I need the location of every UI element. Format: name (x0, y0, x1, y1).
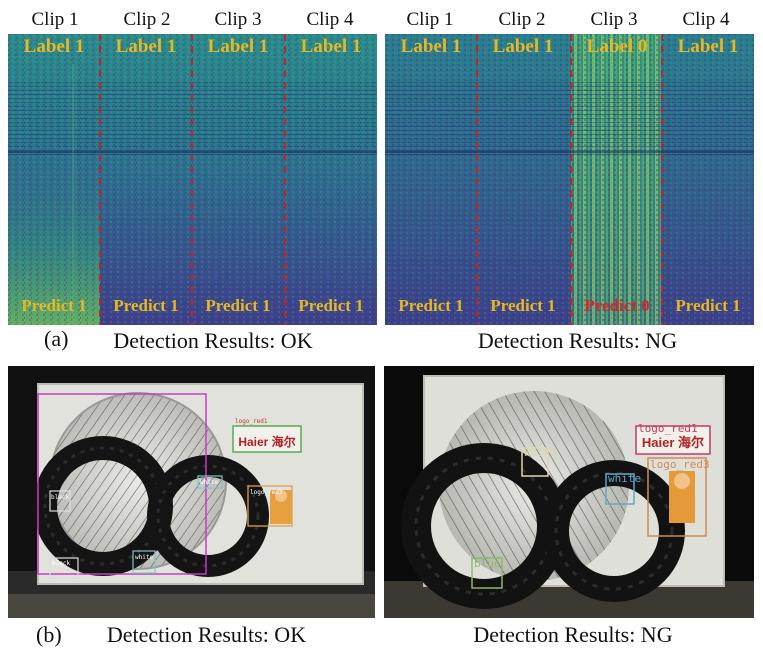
photo-ng: Haier 海尔 logo_red1 logo_red3 white white… (384, 366, 754, 618)
clip-header-right-3: Clip 3 (590, 9, 638, 30)
spectrogram-ok-canvas (8, 34, 377, 325)
clip-header-right-4: Clip 4 (682, 9, 730, 30)
bbox-ng-white2-label: white (608, 472, 641, 485)
bbox-ok-logo-red1 (232, 425, 302, 453)
clip-header-right-1: Clip 1 (406, 9, 454, 30)
spectrogram-ok: Label 1 Label 1 Label 1 Label 1 Predict … (8, 34, 377, 325)
bbox-ng-logo-red3-label: logo_red3 (650, 458, 710, 471)
panel-b-caption-ng: Detection Results: NG (473, 622, 673, 647)
label-ok-clip2: Label 1 (115, 36, 177, 57)
predict-ng-clip1: Predict 1 (398, 296, 464, 315)
predict-ng-clip4: Predict 1 (675, 296, 741, 315)
bbox-ng-white1 (521, 447, 549, 477)
predict-ok-clip3: Predict 1 (205, 296, 271, 315)
bbox-ok-black2 (49, 557, 79, 579)
label-ng-clip3: Label 0 (586, 36, 648, 57)
brand-logo-ng: Haier 海尔 (642, 435, 704, 450)
label-ng-clip1: Label 1 (400, 36, 462, 57)
bbox-ng-white1-label: white (524, 446, 557, 459)
predict-ng-clip2: Predict 1 (490, 296, 556, 315)
bbox-ok-logo-red3 (247, 485, 293, 527)
photo-ok: Haier 海尔 logo_red1 logo_red3 black black… (8, 366, 375, 618)
clip-header-right-2: Clip 2 (498, 9, 546, 30)
bbox-ok-logo-red1-label: logo_red1 (235, 418, 268, 425)
bbox-ng-logo-red1-label: logo_red1 (638, 422, 698, 435)
brand-logo-ok: Haier 海尔 (238, 434, 295, 449)
panel-b-caption-ok: Detection Results: OK (106, 622, 307, 647)
panel-a-caption-ok: Detection Results: OK (113, 328, 313, 353)
predict-ok-clip2: Predict 1 (113, 296, 179, 315)
bbox-ok-black1-label: black (51, 494, 69, 501)
clip-header-left-4: Clip 4 (306, 9, 354, 30)
bbox-ok-logo-red3-label: logo_red3 (250, 489, 283, 496)
bbox-ng-white2 (605, 473, 635, 505)
label-ok-clip3: Label 1 (207, 36, 269, 57)
clip-header-left-3: Clip 3 (214, 9, 262, 30)
label-ok-clip1: Label 1 (23, 36, 85, 57)
clip-header-left-1: Clip 1 (31, 9, 79, 30)
predict-ok-clip1: Predict 1 (21, 296, 87, 315)
label-ng-clip2: Label 1 (492, 36, 554, 57)
label-ng-clip4: Label 1 (677, 36, 739, 57)
bbox-ok-black1 (49, 490, 71, 512)
panel-a-letter: (a) (44, 326, 69, 351)
bbox-ok-white1-label: white (200, 479, 218, 486)
bbox-ok-black2-label: black (52, 560, 70, 567)
spectrogram-ng-canvas (385, 34, 754, 325)
panel-a-caption-ng: Detection Results: NG (477, 328, 678, 353)
photo-ng-canvas: Haier 海尔 logo_red1 logo_red3 white white… (384, 366, 754, 618)
photo-ok-canvas: Haier 海尔 logo_red1 logo_red3 black black… (8, 366, 375, 618)
bbox-ok-white2-label: white (135, 554, 153, 561)
bbox-ok-white1 (197, 475, 223, 489)
label-ok-clip4: Label 1 (300, 36, 362, 57)
predict-ng-clip3: Predict 0 (584, 296, 650, 315)
bbox-ng-logo-red3 (647, 457, 707, 537)
bbox-ok-large (37, 393, 207, 575)
bbox-ng-logo-red1 (635, 425, 711, 455)
clip-header-left-2: Clip 2 (123, 9, 171, 30)
predict-ok-clip4: Predict 1 (298, 296, 364, 315)
bbox-ng-blue (471, 557, 503, 589)
spectrogram-ng: Label 1 Label 1 Label 0 Label 1 Predict … (385, 34, 754, 325)
bbox-ok-white2 (132, 550, 156, 574)
panel-b-letter: (b) (36, 622, 62, 647)
bbox-ng-blue-label: blue (474, 557, 501, 570)
